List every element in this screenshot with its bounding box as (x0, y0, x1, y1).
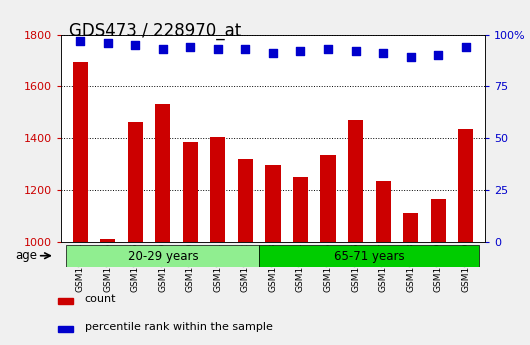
Bar (321, 155, 335, 242)
Bar (430, 199, 446, 242)
Point (241, 46, 250, 52)
Bar (293, 177, 308, 242)
Bar (259, 245, 480, 267)
Point (214, 46, 222, 52)
Bar (348, 120, 363, 242)
Point (131, 42, 139, 48)
Bar (238, 159, 253, 242)
Point (351, 48, 360, 54)
Text: 20-29 years: 20-29 years (128, 250, 198, 263)
Point (462, 44, 470, 50)
Text: percentile rank within the sample: percentile rank within the sample (85, 322, 272, 332)
Point (103, 40, 112, 46)
Point (379, 50, 387, 56)
Text: count: count (85, 294, 116, 304)
Point (324, 46, 332, 52)
Point (269, 50, 277, 56)
Point (434, 52, 443, 58)
Point (76, 38, 84, 43)
Bar (266, 165, 280, 242)
Bar (57, 326, 73, 332)
Text: GDS473 / 228970_at: GDS473 / 228970_at (69, 22, 241, 40)
Point (158, 46, 167, 52)
Bar (155, 105, 170, 241)
Text: 65-71 years: 65-71 years (334, 250, 404, 263)
Bar (128, 122, 143, 242)
Bar (183, 142, 198, 242)
Bar (376, 181, 391, 241)
Point (407, 55, 415, 60)
Bar (403, 213, 418, 242)
Bar (57, 298, 73, 304)
Bar (100, 239, 116, 241)
Text: age: age (15, 249, 37, 262)
Bar (458, 129, 473, 242)
Bar (210, 137, 225, 242)
Point (296, 48, 305, 54)
Point (186, 44, 195, 50)
Bar (66, 245, 259, 267)
Bar (73, 62, 88, 241)
